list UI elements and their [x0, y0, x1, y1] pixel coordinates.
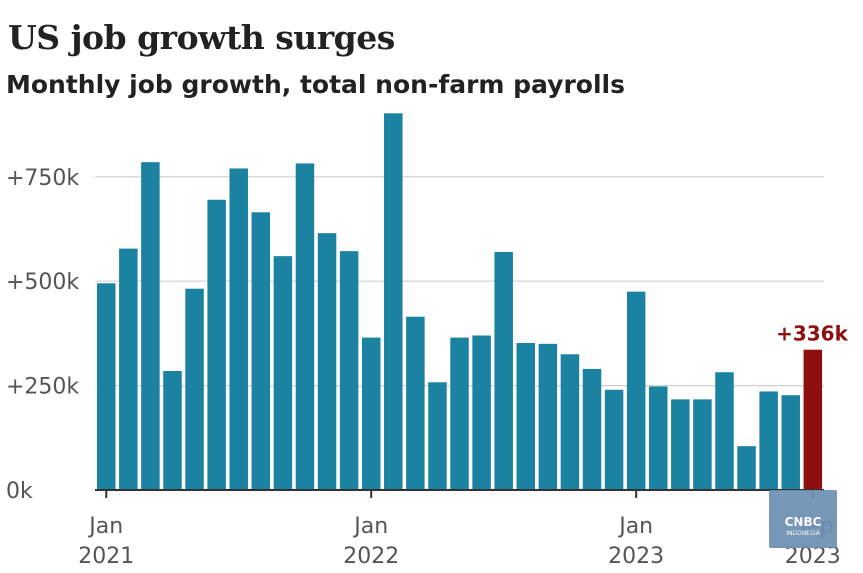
- bar: [163, 370, 182, 490]
- bar: [141, 162, 160, 490]
- bar: [229, 168, 248, 490]
- highlighted-bar: [803, 349, 823, 490]
- bar: [715, 372, 734, 490]
- bar: [339, 251, 359, 490]
- bar: [450, 337, 469, 490]
- value-annotation: +336k: [776, 322, 849, 346]
- x-tick-label-month: Jan: [87, 514, 123, 539]
- bar: [317, 233, 337, 490]
- x-tick-label-year: 2021: [78, 544, 134, 569]
- watermark-logo: CNBC INDONESIA: [769, 490, 837, 548]
- bar: [582, 368, 602, 490]
- bar: [361, 337, 381, 490]
- chart-title: US job growth surges: [8, 18, 395, 57]
- y-tick-label: 0k: [6, 479, 33, 504]
- y-tick-label: +750k: [6, 166, 79, 191]
- bar: [560, 354, 580, 490]
- x-tick-label-year: 2022: [343, 544, 399, 569]
- bar: [185, 288, 204, 490]
- bar: [472, 335, 491, 490]
- bar: [273, 256, 293, 490]
- watermark-text: CNBC: [784, 515, 822, 529]
- bar: [119, 248, 138, 490]
- bar: [604, 389, 624, 490]
- watermark-subtext: INDONESIA: [786, 530, 820, 537]
- bar: [649, 386, 668, 490]
- bar: [737, 446, 756, 490]
- x-tick-label-month: Jan: [352, 514, 388, 539]
- x-tick-label-year: 2023: [785, 544, 841, 569]
- bar: [671, 399, 690, 490]
- bar: [759, 391, 778, 490]
- y-tick-label: +250k: [6, 375, 79, 400]
- bar: [97, 283, 116, 490]
- bar: [693, 399, 712, 490]
- bar: [384, 113, 403, 490]
- y-tick-label: +500k: [6, 270, 79, 295]
- bar: [516, 343, 536, 490]
- bar: [295, 163, 315, 490]
- bar: [251, 212, 271, 490]
- bar: [538, 343, 558, 490]
- bar: [406, 316, 425, 490]
- x-tick-label-year: 2023: [608, 544, 664, 569]
- bar: [781, 395, 800, 490]
- chart-subtitle: Monthly job growth, total non-farm payro…: [6, 70, 625, 99]
- bar: [494, 251, 513, 490]
- bar: [207, 199, 226, 490]
- x-tick-label-month: Jan: [617, 514, 653, 539]
- bar: [428, 382, 447, 490]
- bar: [626, 291, 646, 490]
